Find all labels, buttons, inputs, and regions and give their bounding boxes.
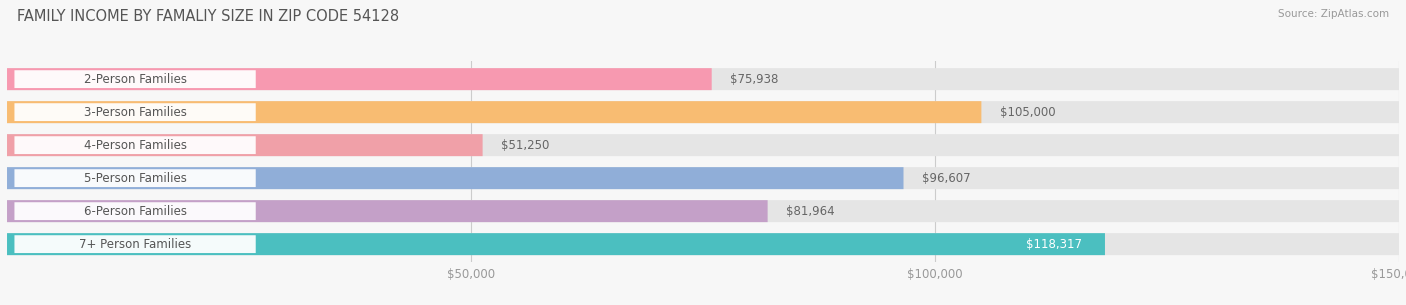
FancyBboxPatch shape <box>14 202 256 220</box>
Text: 7+ Person Families: 7+ Person Families <box>79 238 191 251</box>
FancyBboxPatch shape <box>7 167 904 189</box>
FancyBboxPatch shape <box>7 68 1399 90</box>
FancyBboxPatch shape <box>7 200 1399 222</box>
FancyBboxPatch shape <box>7 101 981 123</box>
FancyBboxPatch shape <box>7 134 1399 156</box>
Text: Source: ZipAtlas.com: Source: ZipAtlas.com <box>1278 9 1389 19</box>
FancyBboxPatch shape <box>14 70 256 88</box>
Text: $51,250: $51,250 <box>501 139 550 152</box>
FancyBboxPatch shape <box>14 136 256 154</box>
Text: 3-Person Families: 3-Person Families <box>83 106 187 119</box>
FancyBboxPatch shape <box>7 233 1105 255</box>
Text: 5-Person Families: 5-Person Families <box>83 172 187 185</box>
Text: 2-Person Families: 2-Person Families <box>83 73 187 86</box>
FancyBboxPatch shape <box>7 167 1399 189</box>
FancyBboxPatch shape <box>7 134 482 156</box>
FancyBboxPatch shape <box>7 200 768 222</box>
Text: $75,938: $75,938 <box>730 73 779 86</box>
FancyBboxPatch shape <box>7 68 711 90</box>
Text: $81,964: $81,964 <box>786 205 835 218</box>
FancyBboxPatch shape <box>7 101 1399 123</box>
FancyBboxPatch shape <box>7 233 1399 255</box>
Text: FAMILY INCOME BY FAMALIY SIZE IN ZIP CODE 54128: FAMILY INCOME BY FAMALIY SIZE IN ZIP COD… <box>17 9 399 24</box>
Text: $118,317: $118,317 <box>1026 238 1081 251</box>
FancyBboxPatch shape <box>14 235 256 253</box>
Text: $105,000: $105,000 <box>1000 106 1056 119</box>
Text: 4-Person Families: 4-Person Families <box>83 139 187 152</box>
FancyBboxPatch shape <box>14 169 256 187</box>
FancyBboxPatch shape <box>14 103 256 121</box>
Text: $96,607: $96,607 <box>922 172 970 185</box>
Text: 6-Person Families: 6-Person Families <box>83 205 187 218</box>
